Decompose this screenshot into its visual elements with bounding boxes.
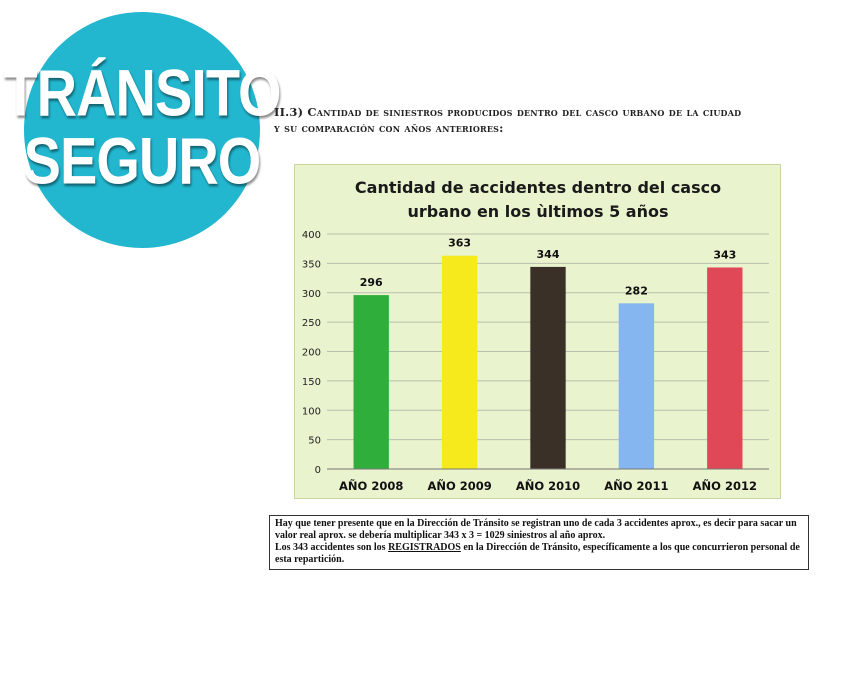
x-tick-label: AÑO 2008 [339,478,403,493]
note-line-2-pre: Los 343 accidentes son los [275,542,389,553]
bars: 296 363 344 282 343 [353,237,743,469]
heading-line-1: II.3) Cantidad de siniestros producidos … [274,105,742,119]
section-heading: II.3) Cantidad de siniestros producidos … [274,104,814,136]
x-tick-label: AÑO 2012 [693,478,757,493]
bar [530,266,566,469]
y-tick-label: 350 [302,259,321,270]
y-tick-label: 0 [315,465,321,476]
bar [618,303,655,469]
bar-value-label: 296 [360,276,383,289]
heading-line-2: y su comparación con años anteriores: [274,121,504,135]
bar [707,267,743,469]
y-tick-label: 100 [302,406,321,417]
chart-title-line-1: Cantidad de accidentes dentro del casco [355,178,721,197]
note-line-2: Los 343 accidentes son los REGISTRADOS e… [275,542,803,566]
x-tick-label: AÑO 2009 [427,478,491,493]
bar-value-label: 363 [448,237,471,250]
bar [441,255,478,469]
bar [353,295,389,469]
y-tick-label: 300 [302,289,321,300]
accidents-bar-chart: Cantidad de accidentes dentro del casco … [294,164,781,499]
chart-canvas: Cantidad de accidentes dentro del casco … [302,178,769,493]
logo-line-1: TRÁNSITO [3,55,281,130]
y-tick-label: 250 [302,318,321,329]
bar-value-label: 282 [625,284,648,297]
x-tick-label: AÑO 2010 [516,478,580,493]
x-axis: AÑO 2008 AÑO 2009 AÑO 2010 AÑO 2011 AÑO 2012 [327,468,769,493]
y-axis: 0 50 100 150 200 250 300 350 400 [302,230,321,476]
note-line-1: Hay que tener presente que en la Direcci… [275,518,797,541]
y-tick-label: 200 [302,348,321,359]
y-tick-label: 400 [302,230,321,241]
note-registrados-emphasis: REGISTRADOS [388,542,461,553]
note-line-2-post: en la Dirección de Tránsito, específicam… [275,542,800,565]
x-tick-label: AÑO 2011 [604,478,668,493]
chart-title-line-2: urbano en los ùltimos 5 años [407,202,668,221]
y-tick-label: 150 [302,377,321,388]
bar-value-label: 343 [713,248,736,261]
bar-value-label: 344 [537,248,560,261]
logo-line-2: SEGURO [23,123,262,198]
y-tick-label: 50 [308,436,321,447]
transito-seguro-logo: TRÁNSITO SEGURO [3,12,282,248]
explanatory-note: Hay que tener presente que en la Direcci… [269,515,809,570]
